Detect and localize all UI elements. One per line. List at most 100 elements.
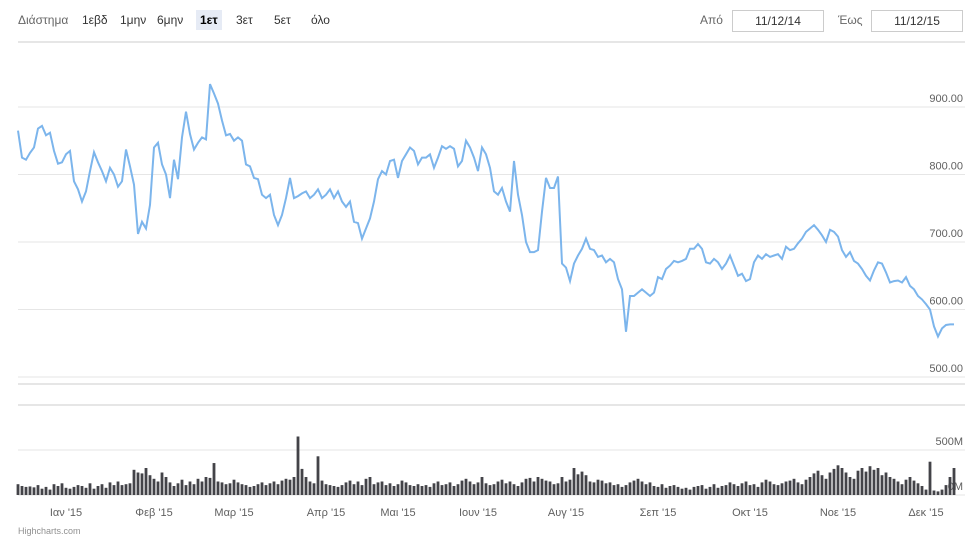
volume-bar	[260, 482, 264, 495]
from-input[interactable]: 11/12/14	[732, 10, 824, 32]
volume-bar	[580, 471, 584, 495]
range-label: Διάστημα	[18, 13, 69, 27]
x-tick-label: Ιουν '15	[459, 507, 497, 519]
volume-bar	[576, 474, 580, 495]
volume-bar	[472, 484, 476, 495]
volume-bar	[156, 481, 160, 495]
y-tick-label: 500M	[935, 436, 963, 448]
volume-bar	[96, 486, 100, 495]
volume-bar	[184, 485, 188, 495]
to-input[interactable]: 11/12/15	[871, 10, 963, 32]
volume-bar	[680, 488, 684, 495]
volume-bar	[716, 487, 720, 495]
volume-bar	[388, 483, 392, 495]
volume-bar	[776, 485, 780, 495]
volume-bar	[688, 489, 692, 495]
x-tick-label: Νοε '15	[820, 507, 856, 519]
y-tick-label: 900.00	[929, 93, 963, 105]
volume-bar	[168, 482, 172, 495]
volume-bar	[200, 481, 204, 495]
volume-bar	[780, 483, 784, 495]
volume-bar	[532, 481, 536, 495]
volume-bar	[564, 481, 568, 495]
volume-bar	[728, 482, 732, 495]
x-tick-label: Ιαν '15	[50, 507, 82, 519]
volume-bar	[400, 480, 404, 495]
volume-bar	[424, 485, 428, 495]
volume-bar	[808, 477, 812, 495]
range-button[interactable]: 5ετ	[274, 13, 291, 27]
y-tick-label: 700.00	[929, 228, 963, 240]
volume-bar	[528, 477, 532, 495]
volume-bar	[256, 484, 260, 495]
y-tick-label: 800.00	[929, 161, 963, 173]
volume-bar	[220, 482, 224, 495]
volume-bar	[628, 482, 632, 495]
volume-bar	[936, 491, 940, 495]
volume-bar	[836, 465, 840, 495]
volume-bar	[44, 486, 48, 495]
volume-bar	[544, 480, 548, 495]
volume-bar	[644, 484, 648, 495]
volume-bar	[524, 478, 528, 495]
volume-bar	[288, 479, 292, 495]
volume-bar	[896, 481, 900, 495]
to-label: Έως	[838, 13, 863, 27]
volume-bar	[140, 473, 144, 495]
volume-bar	[72, 486, 76, 495]
volume-bar	[40, 488, 44, 495]
range-button[interactable]: 1μην	[120, 13, 147, 27]
volume-bar	[676, 486, 680, 495]
range-button[interactable]: 6μην	[157, 13, 184, 27]
volume-bar	[640, 481, 644, 495]
volume-bar	[304, 477, 308, 495]
volume-bar	[276, 484, 280, 495]
volume-bar	[432, 483, 436, 495]
volume-bar	[468, 481, 472, 495]
volume-bar	[192, 484, 196, 495]
range-button[interactable]: όλο	[311, 13, 330, 27]
volume-bar	[308, 481, 312, 495]
credits: Highcharts.com	[18, 526, 81, 536]
volume-bar	[336, 486, 340, 495]
volume-bar	[344, 482, 348, 495]
volume-bar	[508, 481, 512, 495]
volume-bar	[700, 485, 704, 495]
volume-bar	[228, 483, 232, 495]
volume-bar	[488, 485, 492, 495]
volume-bar	[248, 486, 252, 495]
x-tick-label: Απρ '15	[307, 507, 346, 519]
volume-bar	[52, 484, 56, 495]
volume-bar	[380, 481, 384, 495]
volume-bar	[212, 463, 216, 495]
volume-bar	[444, 484, 448, 495]
volume-bar	[884, 472, 888, 495]
volume-bar	[208, 477, 212, 495]
x-tick-label: Σεπ '15	[640, 507, 677, 519]
x-tick-label: Φεβ '15	[135, 507, 172, 519]
range-button[interactable]: 1ετ	[196, 10, 222, 30]
volume-bar	[536, 477, 540, 495]
price-line	[17, 83, 954, 339]
volume-bar	[656, 486, 660, 495]
volume-bar	[820, 475, 824, 495]
volume-bar	[340, 485, 344, 495]
volume-bar	[612, 485, 616, 495]
volume-bar	[64, 487, 68, 495]
volume-bar	[704, 488, 708, 495]
volume-bar	[264, 485, 268, 495]
range-button[interactable]: 3ετ	[236, 13, 253, 27]
volume-bar	[172, 486, 176, 495]
volume-bar	[652, 486, 656, 495]
volume-bar	[436, 481, 440, 495]
volume-bar	[368, 477, 372, 495]
volume-bar	[952, 468, 956, 495]
volume-bar	[492, 484, 496, 495]
volume-bar	[804, 479, 808, 495]
range-button[interactable]: 1εβδ	[82, 13, 108, 27]
volume-bar	[244, 485, 248, 495]
volume-bar	[412, 486, 416, 495]
volume-bar	[904, 479, 908, 495]
volume-bar	[940, 489, 944, 495]
